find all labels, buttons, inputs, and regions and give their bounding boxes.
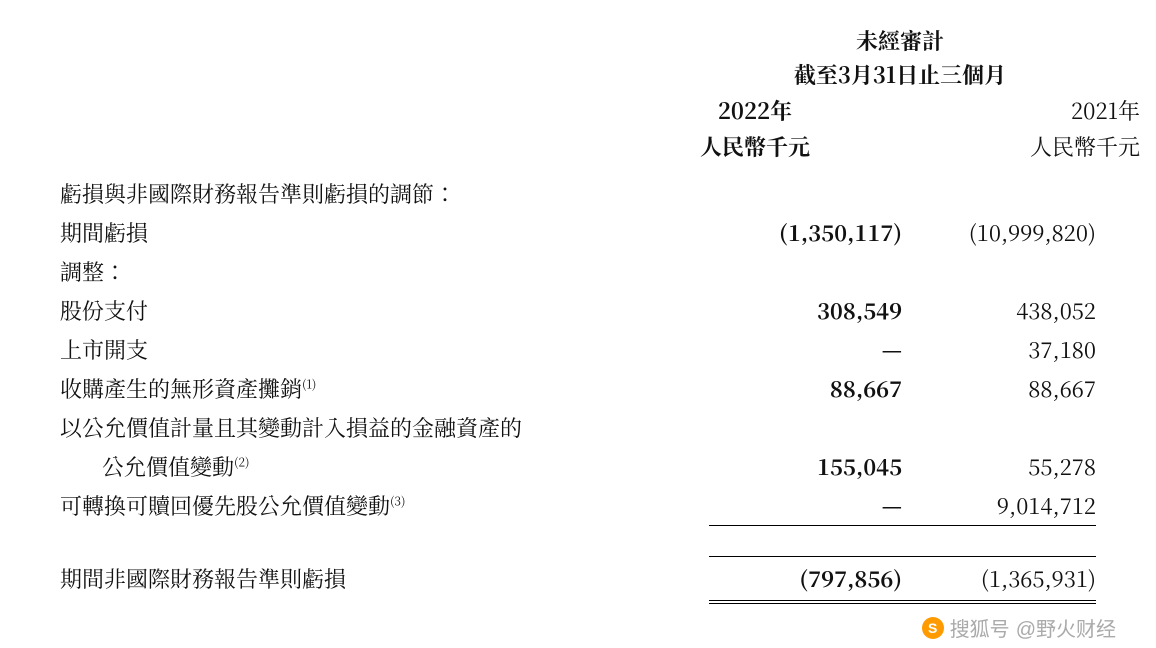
header-year-2022: 2022年: [660, 94, 850, 128]
header-unit-2021: 人民幣千元: [950, 130, 1140, 164]
total-label: 期間非國際財務報告準則虧損: [60, 557, 709, 603]
table-row: 期間虧損 (1,350,117) (10,999,820): [60, 213, 1096, 252]
header-unit-2022: 人民幣千元: [660, 130, 850, 164]
watermark-author: @野火财经: [1016, 613, 1116, 642]
table-row: 上市開支 — 37,180: [60, 330, 1096, 369]
footnote-ref: (3): [390, 493, 405, 510]
cell-value: 9,014,712: [902, 486, 1096, 526]
total-row: 期間非國際財務報告準則虧損 (797,856) (1,365,931): [60, 557, 1096, 603]
row-label: 收購產生的無形資產攤銷(1): [60, 369, 709, 408]
cell-value: 88,667: [709, 369, 903, 408]
cell-value: 88,667: [902, 369, 1096, 408]
table-row: 虧損與非國際財務報告準則虧損的調節：: [60, 174, 1096, 213]
footnote-ref: (2): [234, 454, 249, 471]
table-row: 調整：: [60, 252, 1096, 291]
row-label: 以公允價值計量且其變動計入損益的金融資產的: [60, 408, 709, 447]
table-row: 公允價值變動(2) 155,045 55,278: [60, 447, 1096, 486]
cell-value: 155,045: [709, 447, 903, 486]
cell-value: —: [709, 330, 903, 369]
cell-value: (797,856): [709, 557, 903, 603]
financial-table: 虧損與非國際財務報告準則虧損的調節： 期間虧損 (1,350,117) (10,…: [60, 174, 1096, 604]
table-row: 股份支付 308,549 438,052: [60, 291, 1096, 330]
sohu-logo-icon: S: [922, 617, 944, 639]
cell-value: (1,365,931): [902, 557, 1096, 603]
section-title: 虧損與非國際財務報告準則虧損的調節：: [60, 174, 709, 213]
watermark-text: 搜狐号: [950, 613, 1010, 642]
label-text: 收購產生的無形資產攤銷: [60, 373, 302, 404]
header-period: 截至3月31日止三個月: [660, 58, 1140, 92]
table-row: 可轉換可贖回優先股公允價值變動(3) — 9,014,712: [60, 486, 1096, 526]
row-label: 可轉換可贖回優先股公允價值變動(3): [60, 486, 709, 526]
label-text: 公允價值變動: [102, 451, 234, 482]
footnote-ref: (1): [302, 376, 316, 393]
cell-value: —: [709, 486, 903, 526]
row-label: 股份支付: [60, 291, 709, 330]
row-label: 期間虧損: [60, 213, 709, 252]
cell-value: (1,350,117): [709, 213, 903, 252]
header-unaudited: 未經審計: [660, 24, 1140, 58]
table-row: 收購產生的無形資產攤銷(1) 88,667 88,667: [60, 369, 1096, 408]
row-label: 公允價值變動(2): [60, 447, 709, 486]
cell-value: 438,052: [902, 291, 1096, 330]
watermark: S 搜狐号 @野火财经: [922, 613, 1116, 642]
label-text: 可轉換可贖回優先股公允價值變動: [60, 490, 390, 521]
table-header: 未經審計 截至3月31日止三個月 2022年 2021年 人民幣千元 人民幣千元: [660, 24, 1140, 164]
row-label: 上市開支: [60, 330, 709, 369]
row-label: 調整：: [60, 252, 709, 291]
subtotal-rule: [60, 526, 1096, 535]
header-year-2021: 2021年: [950, 94, 1140, 128]
cell-value: 37,180: [902, 330, 1096, 369]
cell-value: 308,549: [709, 291, 903, 330]
cell-value: (10,999,820): [902, 213, 1096, 252]
table-row: 以公允價值計量且其變動計入損益的金融資產的: [60, 408, 1096, 447]
cell-value: 55,278: [902, 447, 1096, 486]
